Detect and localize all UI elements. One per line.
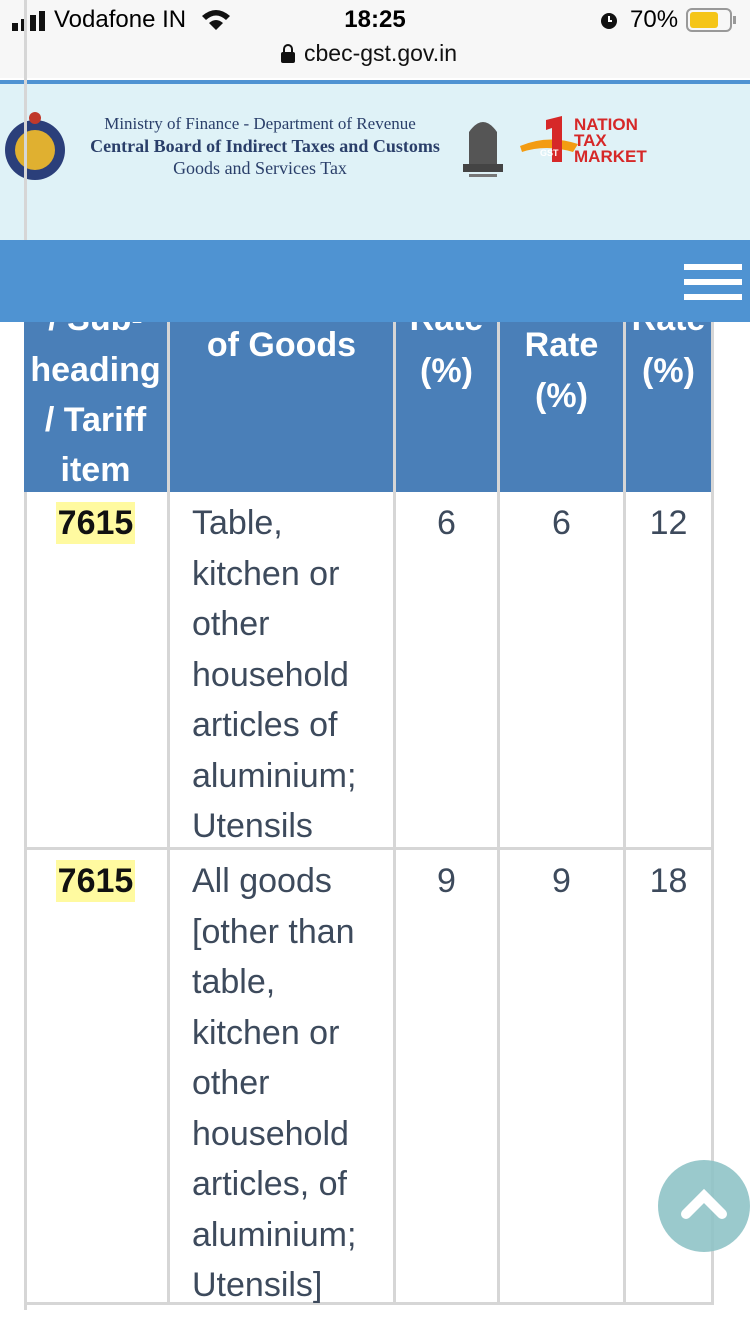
cell-text: 18 bbox=[649, 862, 688, 900]
header-text: Rate bbox=[524, 326, 599, 364]
cell-text: 9 bbox=[437, 862, 456, 900]
table-cell: 6 bbox=[396, 492, 500, 850]
header-text: (%) bbox=[420, 352, 473, 390]
battery-icon bbox=[686, 8, 736, 32]
header-text: (%) bbox=[535, 377, 588, 415]
cell-text: All goods [other than table, kitchen or … bbox=[192, 862, 357, 1304]
url[interactable]: cbec-gst.gov.in bbox=[304, 40, 457, 66]
status-bar: Vodafone IN 18:25 70% cbec-gst.gov.in bbox=[0, 0, 750, 78]
cell-text: 9 bbox=[552, 862, 571, 900]
cell-text: 6 bbox=[552, 504, 571, 542]
header-text: (%) bbox=[642, 352, 695, 390]
site-header: Ministry of Finance - Department of Reve… bbox=[0, 80, 750, 240]
table-cell: 7615 bbox=[24, 850, 170, 1305]
nation-tax-market-logo bbox=[520, 116, 578, 162]
carrier: Vodafone IN bbox=[54, 6, 187, 33]
header-line: Central Board of Indirect Taxes and Cust… bbox=[90, 136, 440, 156]
table-cell: 6 bbox=[500, 492, 626, 850]
cell-text: 12 bbox=[649, 504, 688, 542]
table-cell: 9 bbox=[396, 850, 500, 1305]
table-cell: 7615 bbox=[24, 492, 170, 850]
scroll-top-button[interactable] bbox=[658, 1160, 750, 1252]
table-cell: 9 bbox=[500, 850, 626, 1305]
nav-bar bbox=[0, 240, 750, 322]
header-text: / Tariff bbox=[44, 401, 147, 439]
logo-tax: TAX bbox=[574, 131, 607, 150]
table-cell: All goods [other than table, kitchen or … bbox=[170, 850, 396, 1305]
table-cell: Table, kitchen or other household articl… bbox=[170, 492, 396, 850]
logo-nation: NATION bbox=[574, 115, 638, 134]
logo-gst: GST bbox=[540, 148, 559, 158]
logo-market: MARKET bbox=[574, 147, 647, 166]
lock-icon bbox=[281, 44, 295, 63]
header-text: heading bbox=[30, 351, 161, 389]
hsn-code: 7615 bbox=[55, 860, 136, 902]
menu-button[interactable] bbox=[684, 264, 742, 302]
cell-text: 6 bbox=[437, 504, 456, 542]
battery-percent: 70% bbox=[630, 6, 679, 33]
header-text: item bbox=[60, 451, 131, 489]
clock: 18:25 bbox=[344, 6, 406, 33]
national-emblem bbox=[463, 122, 503, 177]
table-cell: 12 bbox=[626, 492, 714, 850]
header-line: Ministry of Finance - Department of Reve… bbox=[104, 114, 416, 133]
header-line: Goods and Services Tax bbox=[173, 158, 347, 178]
wifi-icon bbox=[202, 10, 230, 30]
hsn-code: 7615 bbox=[55, 502, 136, 544]
logo-text: NATION TAX MARKET bbox=[574, 115, 647, 166]
cell-text: Table, kitchen or other household articl… bbox=[192, 504, 357, 845]
alarm-icon bbox=[601, 13, 617, 29]
table-cell: 18 bbox=[626, 850, 714, 1305]
header-text: of Goods bbox=[206, 326, 357, 364]
